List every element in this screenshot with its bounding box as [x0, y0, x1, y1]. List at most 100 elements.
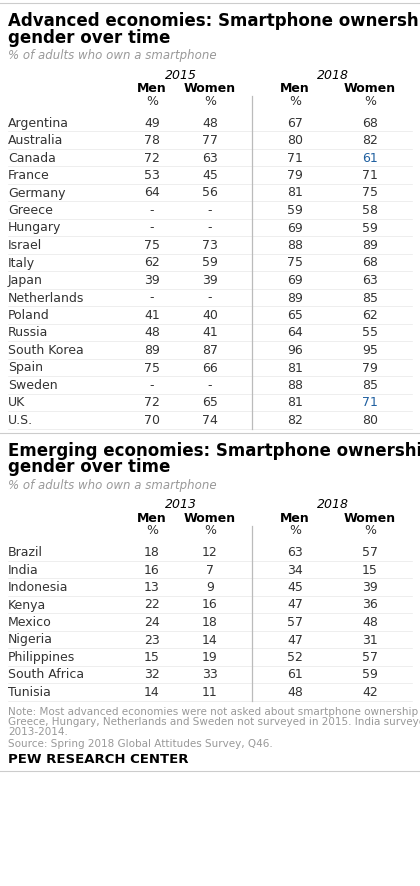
Text: 75: 75: [287, 256, 303, 269]
Text: 66: 66: [202, 361, 218, 374]
Text: %: %: [364, 524, 376, 537]
Text: %: %: [289, 95, 301, 108]
Text: 71: 71: [362, 169, 378, 182]
Text: Japan: Japan: [8, 274, 43, 287]
Text: Men: Men: [137, 511, 167, 524]
Text: 52: 52: [287, 650, 303, 664]
Text: 58: 58: [362, 204, 378, 217]
Text: 45: 45: [287, 580, 303, 594]
Text: 48: 48: [287, 685, 303, 698]
Text: U.S.: U.S.: [8, 414, 33, 426]
Text: 71: 71: [362, 396, 378, 409]
Text: 39: 39: [202, 274, 218, 287]
Text: Canada: Canada: [8, 152, 56, 164]
Text: 74: 74: [202, 414, 218, 426]
Text: 88: 88: [287, 378, 303, 392]
Text: 14: 14: [144, 685, 160, 698]
Text: gender over time: gender over time: [8, 458, 171, 476]
Text: 72: 72: [144, 152, 160, 164]
Text: 57: 57: [287, 615, 303, 628]
Text: -: -: [208, 291, 212, 304]
Text: 53: 53: [144, 169, 160, 182]
Text: 57: 57: [362, 546, 378, 558]
Text: 34: 34: [287, 563, 303, 576]
Text: Germany: Germany: [8, 186, 66, 199]
Text: -: -: [208, 378, 212, 392]
Text: 31: 31: [362, 633, 378, 646]
Text: 18: 18: [202, 615, 218, 628]
Text: PEW RESEARCH CENTER: PEW RESEARCH CENTER: [8, 752, 189, 766]
Text: 39: 39: [362, 580, 378, 594]
Text: 81: 81: [287, 361, 303, 374]
Text: 14: 14: [202, 633, 218, 646]
Text: 62: 62: [362, 308, 378, 322]
Text: Poland: Poland: [8, 308, 50, 322]
Text: 75: 75: [362, 186, 378, 199]
Text: 59: 59: [362, 222, 378, 234]
Text: 85: 85: [362, 291, 378, 304]
Text: Netherlands: Netherlands: [8, 291, 84, 304]
Text: Tunisia: Tunisia: [8, 685, 51, 698]
Text: %: %: [204, 95, 216, 108]
Text: Greece: Greece: [8, 204, 53, 217]
Text: Spain: Spain: [8, 361, 43, 374]
Text: Men: Men: [137, 82, 167, 95]
Text: 65: 65: [287, 308, 303, 322]
Text: 15: 15: [362, 563, 378, 576]
Text: 63: 63: [362, 274, 378, 287]
Text: 48: 48: [362, 615, 378, 628]
Text: -: -: [150, 204, 154, 217]
Text: -: -: [208, 222, 212, 234]
Text: 22: 22: [144, 598, 160, 610]
Text: Italy: Italy: [8, 256, 35, 269]
Text: 69: 69: [287, 274, 303, 287]
Text: 80: 80: [287, 134, 303, 147]
Text: -: -: [150, 222, 154, 234]
Text: 23: 23: [144, 633, 160, 646]
Text: 47: 47: [287, 598, 303, 610]
Text: 95: 95: [362, 344, 378, 356]
Text: % of adults who own a smartphone: % of adults who own a smartphone: [8, 478, 217, 491]
Text: 87: 87: [202, 344, 218, 356]
Text: gender over time: gender over time: [8, 29, 171, 47]
Text: 56: 56: [202, 186, 218, 199]
Text: Women: Women: [344, 82, 396, 95]
Text: India: India: [8, 563, 39, 576]
Text: 49: 49: [144, 116, 160, 129]
Text: 40: 40: [202, 308, 218, 322]
Text: 78: 78: [144, 134, 160, 147]
Text: 32: 32: [144, 668, 160, 680]
Text: 9: 9: [206, 580, 214, 594]
Text: Argentina: Argentina: [8, 116, 69, 129]
Text: 15: 15: [144, 650, 160, 664]
Text: 2018: 2018: [317, 69, 349, 82]
Text: %: %: [289, 524, 301, 537]
Text: 63: 63: [202, 152, 218, 164]
Text: 82: 82: [287, 414, 303, 426]
Text: 47: 47: [287, 633, 303, 646]
Text: 59: 59: [287, 204, 303, 217]
Text: 69: 69: [287, 222, 303, 234]
Text: 12: 12: [202, 546, 218, 558]
Text: Australia: Australia: [8, 134, 63, 147]
Text: 59: 59: [362, 668, 378, 680]
Text: 67: 67: [287, 116, 303, 129]
Text: 75: 75: [144, 361, 160, 374]
Text: 2013-2014.: 2013-2014.: [8, 727, 68, 736]
Text: 2015: 2015: [165, 69, 197, 82]
Text: 18: 18: [144, 546, 160, 558]
Text: 89: 89: [144, 344, 160, 356]
Text: 63: 63: [287, 546, 303, 558]
Text: 75: 75: [144, 238, 160, 252]
Text: South Africa: South Africa: [8, 668, 84, 680]
Text: 19: 19: [202, 650, 218, 664]
Text: 11: 11: [202, 685, 218, 698]
Text: Women: Women: [344, 511, 396, 524]
Text: 73: 73: [202, 238, 218, 252]
Text: Kenya: Kenya: [8, 598, 46, 610]
Text: 55: 55: [362, 326, 378, 339]
Text: Mexico: Mexico: [8, 615, 52, 628]
Text: 36: 36: [362, 598, 378, 610]
Text: 96: 96: [287, 344, 303, 356]
Text: 62: 62: [144, 256, 160, 269]
